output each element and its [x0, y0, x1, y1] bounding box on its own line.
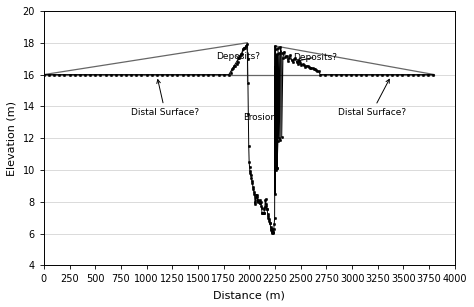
Text: Deposits?: Deposits? [217, 52, 261, 61]
Y-axis label: Elevation (m): Elevation (m) [7, 101, 17, 176]
Text: Deposits?: Deposits? [293, 52, 337, 62]
X-axis label: Distance (m): Distance (m) [213, 290, 285, 300]
Text: Distal Surface?: Distal Surface? [337, 79, 406, 117]
Text: Distal Surface?: Distal Surface? [131, 80, 200, 117]
Text: Erosion: Erosion [243, 113, 276, 122]
